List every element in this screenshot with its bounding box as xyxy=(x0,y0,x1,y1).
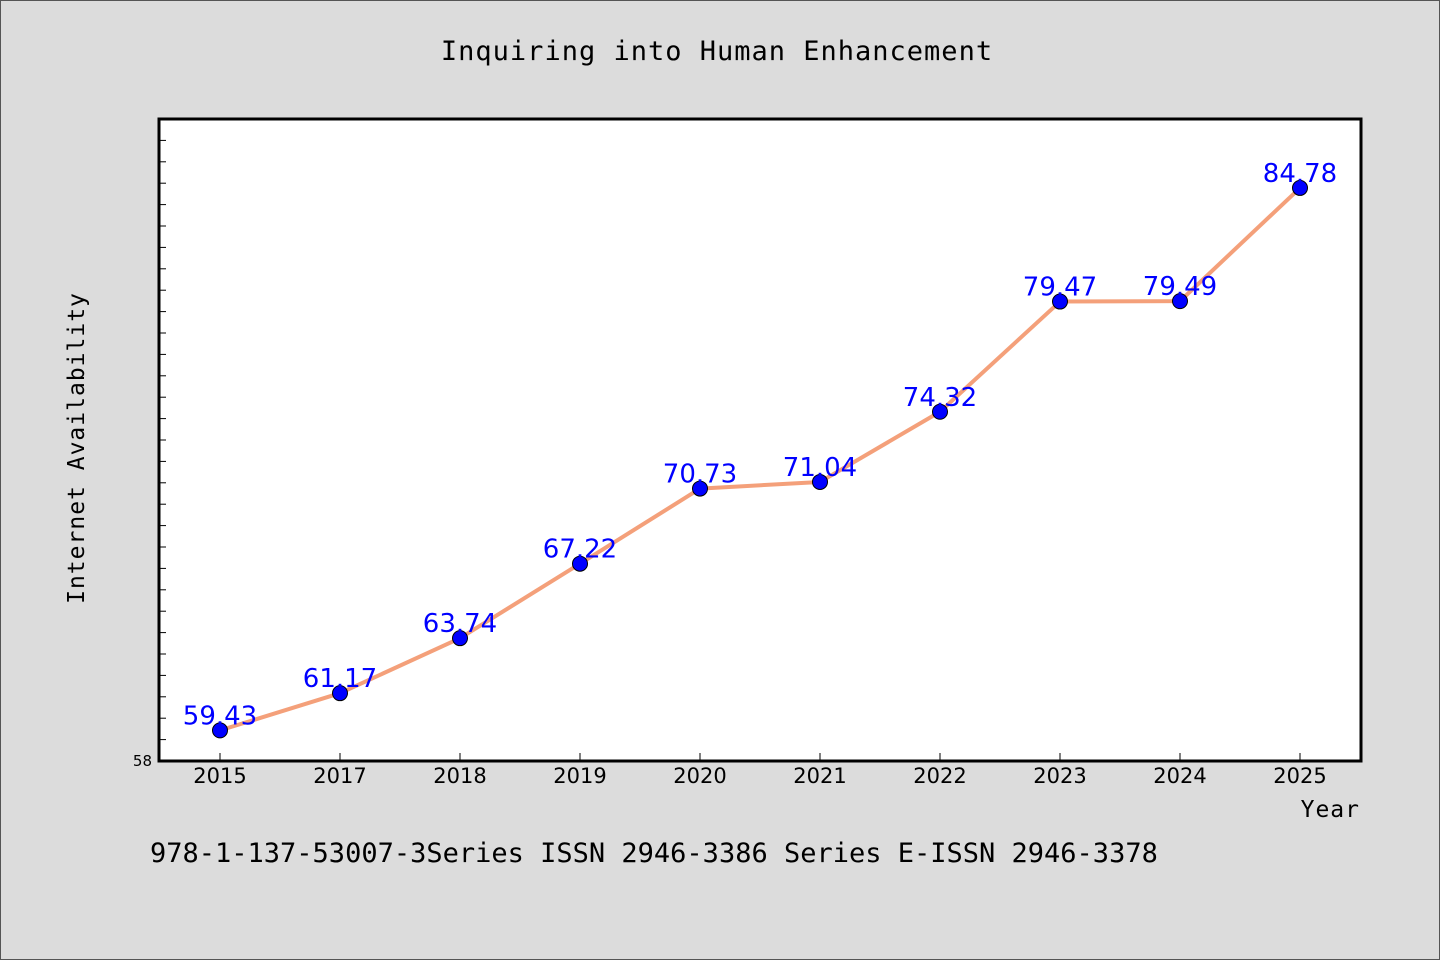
data-point-marker xyxy=(1292,179,1308,196)
data-point-marker xyxy=(932,403,948,420)
x-tick-label: 2015 xyxy=(193,764,246,788)
data-point-label: 67.22 xyxy=(543,535,617,565)
data-point-label: 70.73 xyxy=(663,460,737,490)
data-point-marker xyxy=(332,685,348,702)
y-axis-label: Internet Availability xyxy=(64,292,90,604)
x-tick-label: 2020 xyxy=(673,764,726,788)
data-point-label: 79.47 xyxy=(1023,273,1097,303)
data-point-label: 84.78 xyxy=(1263,159,1337,189)
data-point-marker xyxy=(692,480,708,497)
plot-area xyxy=(157,117,1363,763)
data-point-label: 79.49 xyxy=(1143,272,1217,302)
footer-isbn-issn: 978-1-137-53007-3Series ISSN 2946-3386 S… xyxy=(150,838,1158,869)
chart-title: Inquiring into Human Enhancement xyxy=(441,36,993,67)
x-tick-label: 2021 xyxy=(793,764,846,788)
data-point-label: 59.43 xyxy=(183,701,257,731)
data-point-marker xyxy=(452,630,468,647)
x-tick-label: 2024 xyxy=(1153,764,1206,788)
data-point-marker xyxy=(1052,293,1068,310)
x-tick-label: 2022 xyxy=(913,764,966,788)
x-axis-label: Year xyxy=(1301,797,1360,823)
x-tick-label: 2025 xyxy=(1273,764,1326,788)
data-labels: 59.43 61.17 63.74 67.22 70.73 71.04 74.32 79.47… xyxy=(183,159,1337,731)
data-point-label: 63.74 xyxy=(423,609,497,639)
data-point-marker xyxy=(1172,293,1188,310)
data-point-marker xyxy=(812,473,828,490)
x-tick-label: 2018 xyxy=(433,764,486,788)
series-line xyxy=(219,186,1302,733)
data-point-label: 71.04 xyxy=(783,453,857,483)
series-markers xyxy=(212,179,1308,739)
y-tick-label-min: 58 xyxy=(133,752,152,770)
x-tick-label: 2023 xyxy=(1033,764,1086,788)
y-axis-ticks xyxy=(159,139,166,741)
data-point-marker xyxy=(212,722,228,739)
x-tick-label: 2019 xyxy=(553,764,606,788)
data-point-label: 61.17 xyxy=(303,664,377,694)
x-axis-ticks: 2015 2017 2018 2019 2020 2021 2022 2023 2024 2025 xyxy=(193,753,1327,788)
data-point-marker xyxy=(572,555,588,572)
x-tick-label: 2017 xyxy=(313,764,366,788)
data-point-label: 74.32 xyxy=(903,383,977,413)
